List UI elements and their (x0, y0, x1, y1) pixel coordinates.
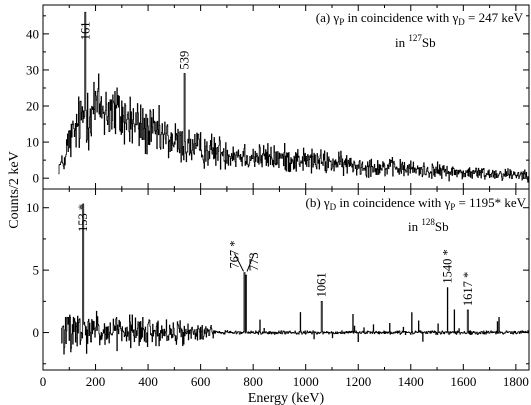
x-tick-label: 1600 (450, 374, 476, 389)
panel-a-annotation: (a) γP in coincidence with γD = 247 keV (316, 10, 524, 27)
panel-b-frame (42, 188, 530, 371)
y-tick-label: 30 (26, 62, 39, 77)
peak-label: 539 (178, 51, 192, 70)
panel-a-spectrum (58, 11, 529, 183)
peak-label: 1617 * (461, 272, 475, 306)
panel-b-nucleus: in 128Sb (408, 217, 449, 234)
x-tick-label: 1000 (293, 374, 319, 389)
panel-b-peak-labels: 153 * 767 * 773 1061 1540 * 1617 * (76, 204, 475, 306)
y-tick-label: 0 (33, 171, 40, 186)
y-tick-label: 40 (26, 26, 39, 41)
x-tick-label: 400 (138, 374, 158, 389)
y-tick-label: 0 (33, 325, 40, 340)
x-tick-label: 200 (86, 374, 106, 389)
panel-b-spectrum (61, 203, 529, 355)
y-tick-label: 20 (26, 99, 39, 114)
panel-a-nucleus: in 127Sb (395, 33, 436, 50)
peak-label: 161 (78, 21, 92, 40)
peak-label: 773 (247, 252, 261, 271)
peak-label: 1540 * (441, 249, 455, 283)
y-tick-label: 10 (26, 135, 39, 150)
x-tick-label: 1200 (345, 374, 371, 389)
panel-a-axis-ticks: 0 10 20 30 40 (26, 5, 529, 189)
panel-a-peak-labels: 161 539 (78, 21, 191, 69)
x-axis-label: Energy (keV) (248, 391, 325, 405)
x-tick-label: 1400 (398, 374, 424, 389)
x-tick-label: 0 (40, 374, 47, 389)
x-tick-label: 800 (243, 374, 263, 389)
y-tick-label: 5 (33, 263, 40, 278)
y-tick-label: 10 (26, 200, 39, 215)
peak-label: 153 * (76, 204, 90, 232)
panel-b-annotation: (b) γD in coincidence with γP = 1195* ke… (306, 195, 527, 212)
x-tick-label: 1800 (503, 374, 529, 389)
panel-b-axis-ticks: 0 5 10 0 200 400 600 800 1000 1200 1400 1600 1800 (26, 189, 529, 389)
peak-767-arrow (234, 253, 244, 272)
x-tick-label: 600 (191, 374, 211, 389)
y-axis-label: Counts/2 keV (7, 151, 22, 228)
peak-label: 767 * (227, 241, 241, 269)
peak-773-arrow (246, 253, 255, 272)
peak-label: 1061 (315, 272, 329, 297)
